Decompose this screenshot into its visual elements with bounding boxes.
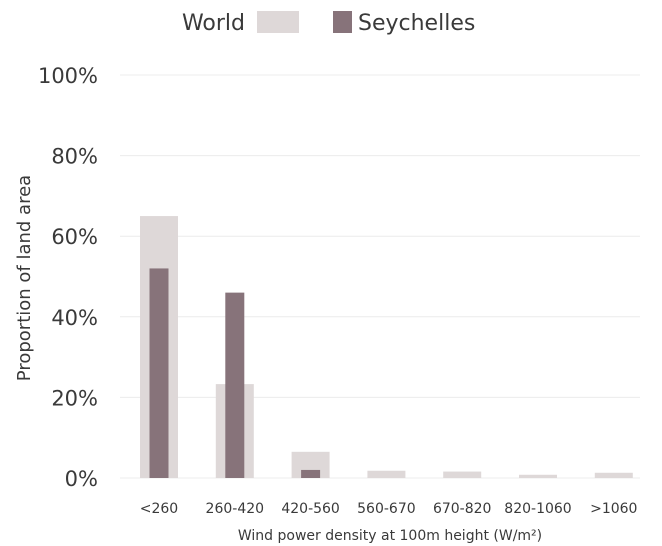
x-tick-label: 420-560 [281, 501, 340, 517]
x-tick-label: 820-1060 [504, 501, 571, 517]
legend-label-world: World [182, 11, 245, 36]
y-tick-label: 100% [38, 64, 98, 88]
x-tick-labels: <260 260-420 420-560 560-670 670-820 820-1060… [140, 501, 638, 517]
x-tick-label: >1060 [590, 501, 637, 517]
legend: World Seychelles [182, 11, 475, 36]
bar-world [594, 472, 633, 478]
bars [140, 216, 633, 479]
x-tick-label: <260 [140, 501, 178, 517]
y-tick-label: 0% [65, 467, 98, 491]
legend-swatch-world [257, 11, 299, 33]
y-tick-label: 80% [51, 145, 98, 169]
x-tick-label: 560-670 [357, 501, 416, 517]
y-tick-label: 20% [51, 386, 98, 410]
bar-world [519, 474, 557, 478]
legend-label-seychelles: Seychelles [358, 11, 475, 36]
x-tick-label: 670-820 [433, 501, 492, 517]
x-tick-label: 260-420 [206, 501, 265, 517]
y-tick-label: 60% [51, 225, 98, 249]
x-axis-title: Wind power density at 100m height (W/m²) [238, 528, 542, 544]
y-axis-title: Proportion of land area [14, 175, 35, 381]
bar-seychelles [149, 268, 169, 478]
bar-world [443, 471, 482, 478]
y-tick-label: 40% [51, 306, 98, 330]
gridlines [120, 74, 640, 479]
legend-swatch-seychelles [333, 11, 352, 33]
bar-world [367, 470, 406, 478]
bar-seychelles [301, 469, 321, 478]
bar-seychelles [225, 292, 245, 478]
y-tick-labels: 0% 20% 40% 60% 80% 100% [38, 64, 98, 491]
